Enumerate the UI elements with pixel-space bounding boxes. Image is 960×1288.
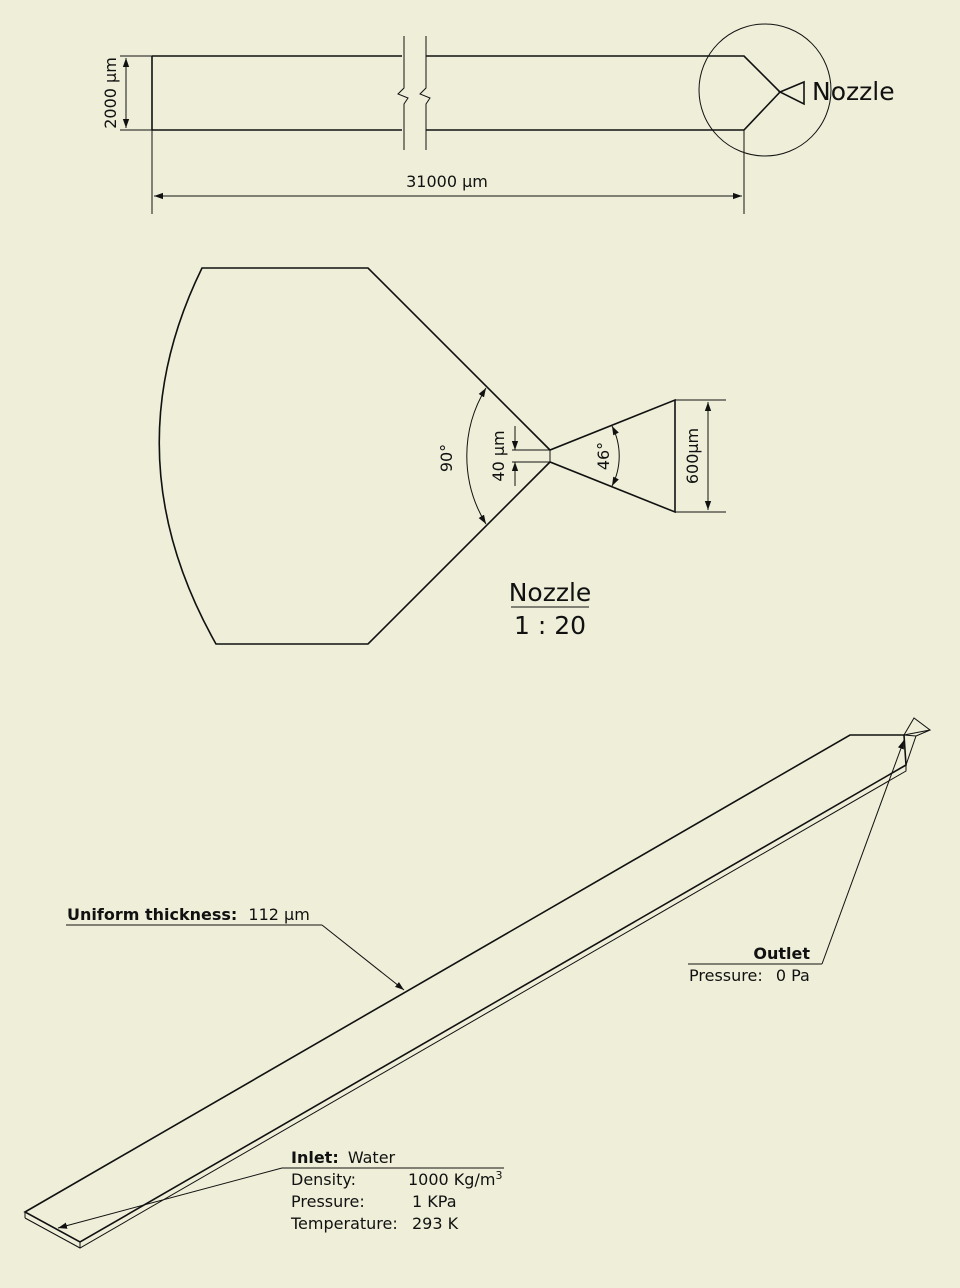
inlet-leader bbox=[57, 1167, 283, 1229]
inlet-pressure-label: Pressure: bbox=[291, 1192, 365, 1211]
outlet-label: Outlet bbox=[753, 944, 810, 963]
iso-view: Uniform thickness: 112 µm Outlet Pressur… bbox=[23, 717, 932, 1249]
iso-nozzle bbox=[903, 717, 932, 766]
break-line-left bbox=[397, 36, 409, 150]
detail-scale: 1 : 20 bbox=[514, 611, 586, 640]
inlet-density-sup: 3 bbox=[495, 1169, 502, 1182]
thickness-value: 112 µm bbox=[248, 905, 309, 924]
outlet-pressure-value: 0 Pa bbox=[776, 966, 810, 985]
height-dim-label: 2000 µm bbox=[101, 57, 120, 129]
angle-46-label: 46° bbox=[594, 442, 613, 470]
detail-title: Nozzle bbox=[509, 578, 592, 607]
detail-circle bbox=[698, 23, 832, 157]
thickness-text: Uniform thickness: 112 µm bbox=[67, 905, 310, 924]
outlet-dim-label: 600µm bbox=[683, 428, 702, 484]
iso-channel-top bbox=[23, 734, 907, 1243]
outlet-pressure-label: Pressure: bbox=[689, 966, 763, 985]
inlet-temperature-value: 293 K bbox=[412, 1214, 459, 1233]
iso-channel-thickness bbox=[24, 765, 907, 1249]
angle-90-arc bbox=[466, 387, 487, 525]
throat-dim-label: 40 µm bbox=[489, 430, 508, 481]
break-line-right bbox=[419, 36, 431, 150]
top-view: 2000 µm 31000 µm Nozzle bbox=[101, 23, 895, 214]
inlet-heading: Inlet: Water bbox=[291, 1148, 396, 1167]
detail-view: 90° 40 µm 46° 600µm Nozzle 1 : 20 bbox=[158, 267, 726, 645]
nozzle-callout-label: Nozzle bbox=[812, 77, 895, 106]
inlet-fluid: Water bbox=[348, 1148, 396, 1167]
inlet-pressure-value: 1 KPa bbox=[412, 1192, 457, 1211]
outlet-leader bbox=[821, 739, 905, 965]
angle-46-arc bbox=[611, 425, 620, 487]
inlet-temperature-label: Temperature: bbox=[290, 1214, 398, 1233]
inlet-density-label: Density: bbox=[291, 1170, 356, 1189]
inlet-density: 1000 Kg/m3 bbox=[408, 1169, 502, 1189]
nozzle-outlet-triangle bbox=[778, 80, 805, 106]
thickness-leader bbox=[321, 924, 405, 991]
length-dim-label: 31000 µm bbox=[406, 172, 488, 191]
inlet-label: Inlet: bbox=[291, 1148, 339, 1167]
angle-90-label: 90° bbox=[437, 444, 456, 472]
outlet-pressure: Pressure: 0 Pa bbox=[689, 966, 810, 985]
thickness-label: Uniform thickness: bbox=[67, 905, 237, 924]
inlet-density-value: 1000 Kg/m bbox=[408, 1170, 495, 1189]
channel-outline bbox=[151, 55, 782, 131]
